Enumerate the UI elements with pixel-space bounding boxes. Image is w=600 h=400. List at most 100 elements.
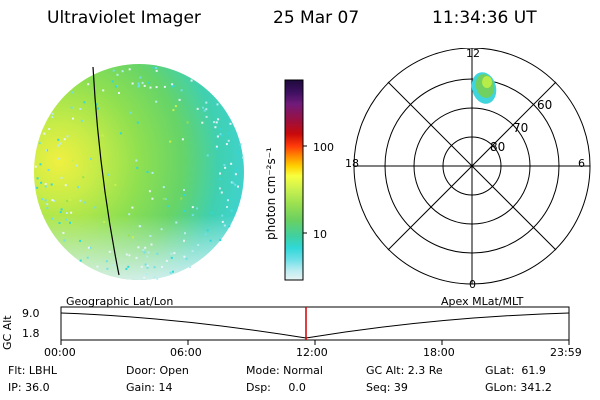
noise-pixel: [191, 206, 194, 209]
noise-pixel: [153, 266, 156, 269]
noise-pixel: [171, 83, 174, 86]
noise-pixel: [149, 86, 152, 89]
noise-pixel: [60, 208, 63, 211]
noise-pixel: [44, 199, 47, 202]
timeline-ytick-9: 9.0: [22, 307, 40, 320]
colorbar-unit-label: photon cm⁻²s⁻¹: [264, 147, 278, 240]
observation-time: 11:34:36 UT: [432, 8, 537, 28]
noise-pixel: [230, 162, 233, 165]
noise-pixel: [183, 189, 185, 191]
noise-pixel: [183, 194, 186, 196]
noise-pixel: [197, 244, 200, 246]
noise-pixel: [131, 236, 134, 239]
noise-pixel: [232, 181, 235, 184]
noise-pixel: [97, 107, 99, 110]
noise-pixel: [57, 138, 60, 141]
noise-pixel: [172, 270, 174, 273]
noise-pixel: [128, 68, 131, 71]
noise-pixel: [216, 103, 219, 106]
noise-pixel: [106, 267, 109, 270]
noise-pixel: [50, 183, 53, 186]
polar-mlt-6: 6: [578, 157, 585, 170]
noise-pixel: [66, 200, 69, 202]
noise-pixel: [214, 126, 217, 129]
noise-pixel: [185, 257, 188, 260]
colorbar-label-10: 10: [313, 228, 327, 241]
noise-pixel: [59, 142, 62, 145]
noise-pixel: [63, 138, 66, 141]
noise-pixel: [36, 186, 39, 189]
noise-pixel: [66, 135, 69, 138]
noise-pixel: [166, 205, 169, 208]
noise-pixel: [51, 199, 54, 202]
noise-pixel: [146, 171, 149, 173]
noise-pixel: [155, 67, 158, 69]
noise-pixel: [140, 265, 143, 268]
noise-pixel: [205, 108, 208, 111]
polar-lat-60: 60: [537, 98, 553, 112]
earth-uv-image: [34, 64, 245, 280]
noise-pixel: [170, 256, 173, 259]
noise-pixel: [219, 128, 222, 131]
noise-pixel: [227, 132, 230, 135]
noise-pixel: [184, 232, 186, 235]
noise-pixel: [59, 211, 62, 214]
timeline-xtick-4: 23:59: [550, 346, 582, 359]
noise-pixel: [129, 111, 132, 114]
noise-pixel: [183, 255, 186, 258]
noise-pixel: [95, 103, 98, 106]
noise-pixel: [84, 201, 87, 204]
noise-pixel: [229, 122, 232, 125]
noise-pixel: [114, 183, 117, 186]
noise-pixel: [206, 154, 209, 157]
noise-pixel: [213, 121, 216, 124]
auroral-spot: [471, 72, 497, 104]
noise-pixel: [51, 112, 54, 115]
noise-pixel: [108, 250, 111, 253]
timeline-left-label: Geographic Lat/Lon: [66, 295, 174, 308]
noise-pixel: [170, 252, 173, 255]
noise-pixel: [65, 212, 68, 214]
noise-pixel: [82, 176, 85, 179]
param-gc-alt: GC Alt: 2.3 Re: [366, 364, 443, 377]
colorbar: [284, 79, 307, 281]
noise-pixel: [162, 197, 165, 200]
polar-lat-70: 70: [513, 121, 529, 135]
noise-pixel: [234, 183, 237, 186]
noise-pixel: [163, 85, 166, 88]
noise-pixel: [112, 264, 115, 267]
noise-pixel: [242, 156, 245, 159]
noise-pixel: [86, 256, 89, 259]
noise-pixel: [131, 82, 134, 85]
noise-pixel: [87, 246, 90, 249]
noise-pixel: [148, 190, 151, 193]
noise-pixel: [43, 132, 46, 135]
noise-pixel: [36, 177, 39, 180]
noise-pixel: [165, 259, 168, 262]
noise-pixel: [79, 108, 82, 110]
noise-pixel: [51, 116, 54, 119]
noise-pixel: [205, 115, 208, 118]
noise-pixel: [228, 225, 231, 228]
timeline-frame: [60, 306, 570, 341]
noise-pixel: [51, 217, 53, 220]
polar-mlt-18: 18: [345, 157, 359, 170]
noise-pixel: [205, 101, 208, 104]
noise-pixel: [224, 166, 227, 169]
polar-mlt-12: 12: [466, 47, 480, 60]
noise-pixel: [143, 251, 146, 254]
noise-pixel: [44, 183, 47, 185]
noise-pixel: [71, 91, 74, 94]
noise-pixel: [135, 256, 138, 259]
timeline-xtick-0: 00:00: [44, 346, 76, 359]
noise-pixel: [63, 239, 66, 242]
noise-pixel: [204, 233, 207, 236]
noise-pixel: [180, 197, 183, 200]
timeline-xtick-3: 18:00: [423, 346, 455, 359]
noise-pixel: [89, 246, 92, 249]
noise-pixel: [101, 134, 104, 137]
noise-pixel: [234, 173, 237, 176]
noise-pixel: [87, 83, 90, 86]
noise-pixel: [173, 252, 176, 255]
noise-pixel: [146, 255, 149, 258]
